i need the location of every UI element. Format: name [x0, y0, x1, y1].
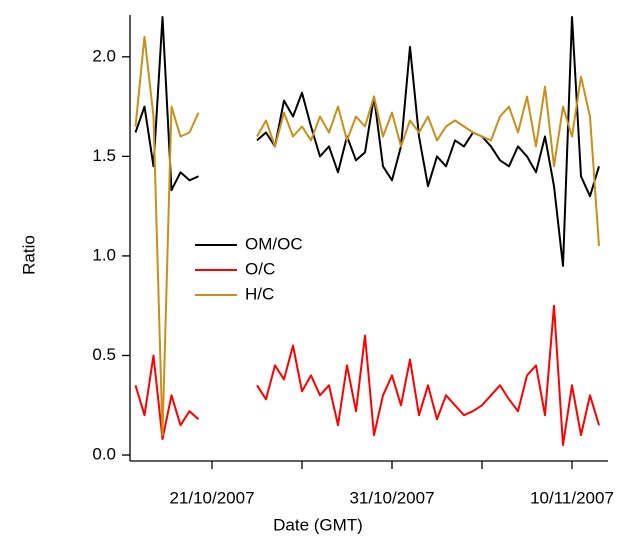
y-tick-label: 0.0	[92, 445, 116, 464]
legend-label: O/C	[245, 259, 275, 278]
series-line	[256, 16, 600, 267]
y-tick-label: 0.5	[92, 345, 116, 364]
series-line	[134, 354, 200, 441]
y-tick-label: 1.5	[92, 146, 116, 165]
legend-label: OM/OC	[245, 234, 303, 253]
y-tick-label: 1.0	[92, 245, 116, 264]
x-tick-label: 31/10/2007	[349, 488, 434, 507]
x-axis-label: Date (GMT)	[273, 515, 363, 534]
x-tick-label: 10/11/2007	[530, 488, 614, 507]
y-axis-label: Ratio	[19, 235, 38, 275]
x-tick-label: 21/10/2007	[169, 488, 254, 507]
series-line	[256, 304, 600, 447]
y-tick-label: 2.0	[92, 46, 116, 65]
series-line	[134, 35, 200, 437]
series-line	[256, 75, 600, 247]
series-line	[134, 16, 199, 192]
legend-label: H/C	[245, 284, 274, 303]
